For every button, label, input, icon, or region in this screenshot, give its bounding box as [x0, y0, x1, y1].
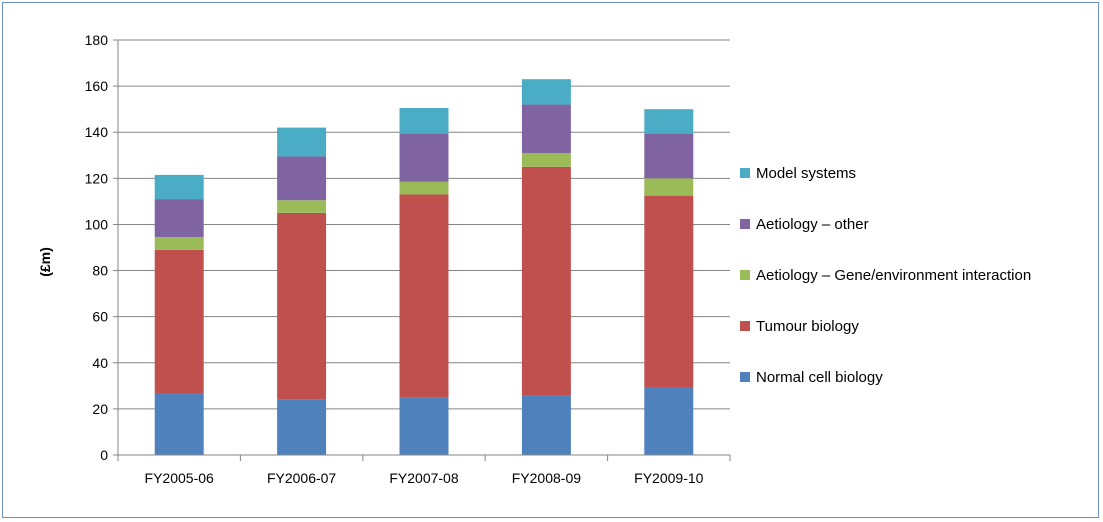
y-axis-label: (£m)	[37, 247, 53, 277]
bar-segment	[521, 79, 571, 105]
bar-segment	[399, 181, 449, 195]
x-tick-label: FY2006-07	[267, 470, 336, 486]
bar-segment	[154, 237, 204, 250]
legend-label: Model systems	[756, 165, 856, 182]
legend-label: Normal cell biology	[756, 369, 883, 386]
legend: Model systems Aetiology – other Aetiology …	[740, 165, 1031, 386]
bar-segment	[644, 386, 694, 455]
legend-swatch	[740, 219, 750, 229]
bar-segment	[277, 200, 327, 213]
bars	[154, 79, 694, 455]
bar-segment	[644, 195, 694, 387]
legend-swatch	[740, 321, 750, 331]
y-tick-label: 100	[85, 216, 109, 232]
x-tick-label: FY2007-08	[389, 470, 458, 486]
bar-segment	[399, 133, 449, 182]
x-tick-labels: FY2005-06 FY2006-07 FY2007-08 FY2008-09 FY20…	[145, 470, 704, 486]
y-tick-labels: 0 20 40 60 80 100 120 140 160 180	[85, 32, 109, 463]
legend-swatch	[740, 372, 750, 382]
bar-segment	[154, 249, 204, 394]
legend-swatch	[740, 168, 750, 178]
bar-segment	[277, 156, 327, 201]
y-tick-label: 80	[92, 263, 108, 279]
bar-segment	[399, 108, 449, 134]
bar-segment	[521, 166, 571, 396]
y-tick-label: 20	[92, 401, 108, 417]
bar-segment	[521, 395, 571, 455]
bar-segment	[154, 393, 204, 455]
bar-segment	[277, 212, 327, 400]
legend-label: Aetiology – other	[756, 216, 869, 233]
bar-segment	[644, 178, 694, 196]
legend-swatch	[740, 270, 750, 280]
bar-segment	[644, 109, 694, 134]
x-tick-label: FY2005-06	[145, 470, 214, 486]
axes	[113, 39, 731, 461]
bar-segment	[644, 133, 694, 179]
x-tick-label: FY2008-09	[512, 470, 581, 486]
x-tick-label: FY2009-10	[634, 470, 703, 486]
bar-segment	[521, 152, 571, 167]
y-tick-label: 40	[92, 355, 108, 371]
y-tick-label: 60	[92, 309, 108, 325]
bar-segment	[399, 397, 449, 455]
y-tick-label: 180	[85, 32, 109, 48]
y-tick-label: 140	[85, 124, 109, 140]
bar-segment	[154, 174, 204, 200]
y-tick-label: 0	[100, 447, 108, 463]
bar-segment	[399, 194, 449, 398]
bar-segment	[277, 127, 327, 157]
legend-label: Aetiology – Gene/environment interaction	[756, 267, 1031, 284]
bar-segment	[277, 399, 327, 455]
legend-label: Tumour biology	[756, 318, 859, 335]
y-tick-label: 160	[85, 78, 109, 94]
bar-segment	[521, 104, 571, 153]
bar-segment	[154, 199, 204, 238]
y-tick-label: 120	[85, 170, 109, 186]
